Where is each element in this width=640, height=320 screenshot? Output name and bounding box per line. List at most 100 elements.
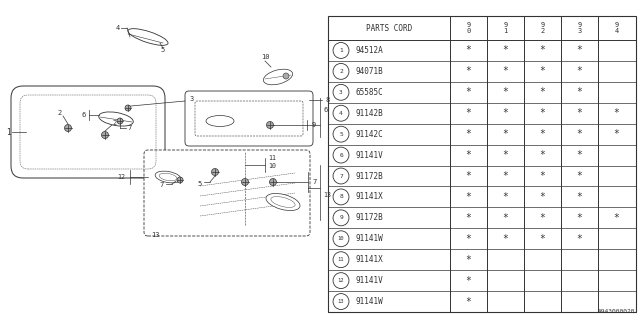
FancyBboxPatch shape	[185, 91, 313, 146]
FancyBboxPatch shape	[144, 150, 310, 236]
Text: *: *	[540, 87, 545, 97]
Text: 9
1: 9 1	[504, 22, 508, 34]
Ellipse shape	[266, 194, 300, 211]
Text: 6: 6	[82, 112, 86, 118]
Circle shape	[333, 293, 349, 309]
Circle shape	[125, 105, 131, 111]
Text: 1: 1	[339, 48, 343, 53]
Text: 10: 10	[268, 163, 276, 169]
Text: 9
3: 9 3	[577, 22, 582, 34]
Text: 65585C: 65585C	[355, 88, 383, 97]
Text: *: *	[502, 150, 508, 160]
Text: *: *	[577, 171, 582, 181]
Circle shape	[269, 179, 276, 186]
Text: *: *	[540, 234, 545, 244]
Text: 13: 13	[338, 299, 344, 304]
Text: 10: 10	[338, 236, 344, 241]
Text: 13: 13	[151, 232, 159, 238]
Text: *: *	[540, 66, 545, 76]
Text: *: *	[502, 192, 508, 202]
Text: *: *	[540, 192, 545, 202]
Text: 91141X: 91141X	[355, 255, 383, 264]
Text: 91141V: 91141V	[355, 151, 383, 160]
FancyBboxPatch shape	[11, 86, 165, 178]
Text: *: *	[577, 108, 582, 118]
Text: *: *	[465, 150, 472, 160]
Text: 91141V: 91141V	[355, 276, 383, 285]
Text: *: *	[465, 129, 472, 139]
Text: 3: 3	[190, 96, 194, 102]
Text: 91142B: 91142B	[355, 109, 383, 118]
Text: 8: 8	[325, 97, 329, 103]
Bar	[328, 16, 636, 312]
Text: 7: 7	[312, 179, 316, 185]
Text: 13: 13	[323, 192, 331, 198]
Text: *: *	[577, 129, 582, 139]
Text: 5: 5	[339, 132, 343, 137]
Text: 7: 7	[128, 125, 132, 131]
Circle shape	[266, 122, 273, 129]
Text: *: *	[465, 276, 472, 286]
Text: 91141X: 91141X	[355, 192, 383, 201]
Circle shape	[177, 177, 183, 183]
Circle shape	[333, 273, 349, 289]
Text: 2: 2	[58, 110, 62, 116]
Text: *: *	[540, 213, 545, 223]
Circle shape	[333, 63, 349, 79]
Text: *: *	[465, 213, 472, 223]
Ellipse shape	[128, 29, 168, 45]
Text: 9
0: 9 0	[467, 22, 470, 34]
Text: *: *	[577, 87, 582, 97]
Text: 11: 11	[338, 257, 344, 262]
Text: *: *	[465, 255, 472, 265]
Text: 9: 9	[339, 215, 343, 220]
Ellipse shape	[206, 116, 234, 126]
Text: *: *	[465, 234, 472, 244]
Circle shape	[211, 169, 218, 175]
Text: 9
2: 9 2	[540, 22, 545, 34]
Ellipse shape	[155, 171, 181, 183]
Circle shape	[333, 43, 349, 59]
Text: *: *	[502, 213, 508, 223]
Ellipse shape	[264, 69, 292, 85]
Text: 10: 10	[260, 54, 269, 60]
Circle shape	[333, 252, 349, 268]
Text: *: *	[502, 108, 508, 118]
Text: 5: 5	[198, 181, 202, 187]
Text: *: *	[502, 129, 508, 139]
Ellipse shape	[99, 112, 133, 126]
Text: *: *	[465, 171, 472, 181]
Text: 91141W: 91141W	[355, 297, 383, 306]
Text: 91142C: 91142C	[355, 130, 383, 139]
Text: 7: 7	[339, 173, 343, 179]
Text: 4: 4	[116, 25, 120, 31]
Text: *: *	[465, 108, 472, 118]
Text: 94071B: 94071B	[355, 67, 383, 76]
Text: *: *	[540, 45, 545, 55]
Text: *: *	[577, 45, 582, 55]
Text: 91141W: 91141W	[355, 234, 383, 243]
Circle shape	[333, 168, 349, 184]
Text: *: *	[465, 66, 472, 76]
Text: A943000020: A943000020	[598, 309, 635, 314]
Circle shape	[333, 105, 349, 121]
Text: 11: 11	[268, 155, 276, 161]
Text: *: *	[540, 150, 545, 160]
Text: 94512A: 94512A	[355, 46, 383, 55]
Text: 12: 12	[338, 278, 344, 283]
Circle shape	[333, 126, 349, 142]
Text: 2: 2	[339, 69, 343, 74]
Text: *: *	[614, 213, 620, 223]
Text: 9
4: 9 4	[614, 22, 619, 34]
Text: 1: 1	[6, 127, 10, 137]
Circle shape	[333, 210, 349, 226]
Circle shape	[333, 84, 349, 100]
Text: 2: 2	[113, 120, 117, 126]
Text: *: *	[502, 45, 508, 55]
Text: *: *	[502, 171, 508, 181]
Text: 12: 12	[117, 174, 125, 180]
Text: 6: 6	[339, 153, 343, 157]
Text: 5: 5	[161, 47, 165, 53]
Text: 8: 8	[339, 195, 343, 199]
Text: 91172B: 91172B	[355, 213, 383, 222]
